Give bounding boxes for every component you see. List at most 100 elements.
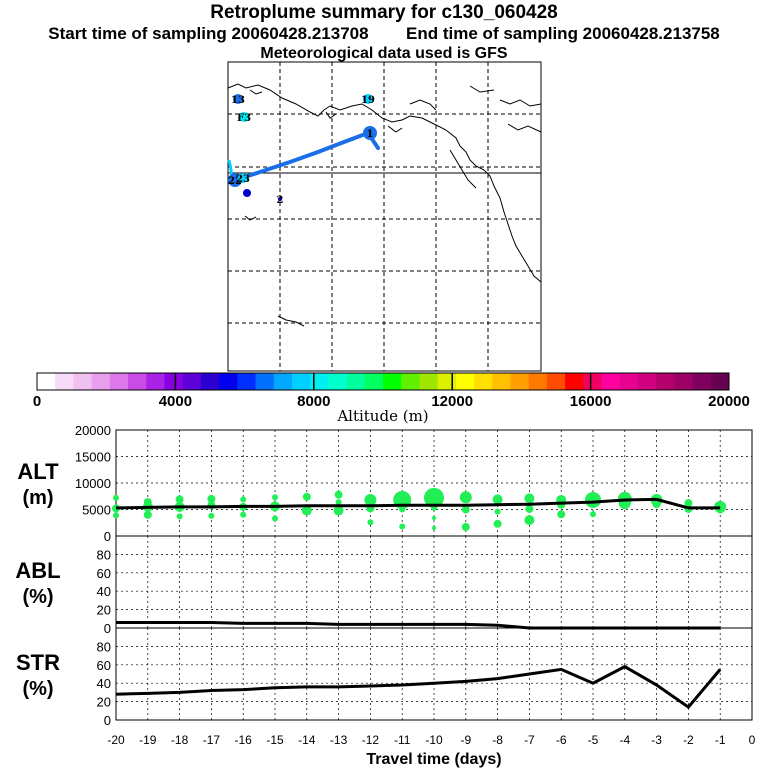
scatter-point [459,491,472,504]
colorbar-swatch [619,373,639,390]
scatter-point [432,515,436,520]
map-point-label: 1 [363,126,377,140]
scatter-point [494,508,501,515]
x-tick-label: -6 [556,733,567,747]
map-point-marker [278,197,282,201]
colorbar-swatch [401,373,420,390]
map-point-text: 23 [236,174,250,185]
colorbar-swatch [237,373,257,390]
y-tick-label: 20 [97,695,111,710]
x-tick-label: -9 [460,733,471,747]
scatter-point [524,515,535,526]
end-time-label: End time of sampling 20060428.213758 [406,24,720,43]
colorbar-swatch [91,373,111,390]
colorbar-swatch [437,373,457,390]
y-tick-label: 10000 [75,476,111,491]
chart-title: Retroplume summary for c130_060428 [210,2,558,23]
y-tick-label: 0 [104,713,111,728]
colorbar-tick-label: 16000 [570,393,612,410]
x-tick-label: -1 [715,733,726,747]
scatter-point [208,512,215,519]
colorbar-swatch [328,373,348,390]
colorbar-swatch [583,373,603,390]
series-line [116,620,721,630]
x-tick-label: -16 [235,733,253,747]
scatter-point [175,495,184,504]
scatter-point [367,519,374,526]
map-point-text: 22 [228,176,242,187]
y-tick-label: 20000 [75,423,111,438]
colorbar-swatch [182,373,202,390]
colorbar-swatch [255,373,275,390]
y-tick-label: 40 [97,584,111,599]
colorbar-swatch [710,373,730,390]
colorbar-tick-label: 4000 [159,393,192,410]
colorbar-swatch [200,373,220,390]
scatter-point [590,511,596,518]
colorbar-swatch [291,373,311,390]
y-axis-label: ALT [17,459,59,484]
x-tick-label: -18 [171,733,189,747]
colorbar-swatch [474,373,493,390]
colorbar-axis-label: Altitude (m) [336,407,428,425]
colorbar-swatch [637,373,657,390]
scatter-point [113,494,119,501]
x-tick-label: -5 [588,733,599,747]
coastlines [227,83,542,327]
scatter-point [207,494,216,503]
y-axis-label: ABL [15,558,60,583]
scatter-point [143,510,152,519]
colorbar-swatch [419,373,439,390]
panel-abl: 0 20 40 60 80 ABL (%) [15,535,753,636]
colorbar-tick-label: 12000 [431,393,473,410]
map-point-label: 13 [231,94,245,106]
map-point-label: F3 [237,112,251,124]
scatter-point [272,494,278,501]
x-tick-label: -7 [524,733,535,747]
scatter-point [301,505,312,516]
x-tick-label: -12 [362,733,380,747]
x-axis-label: Travel time (days) [366,751,501,768]
met-data-label: Meteorological data used is GFS [260,45,508,62]
colorbar-swatch [219,373,238,390]
colorbar-swatch [383,373,402,390]
colorbar-swatch [492,373,511,390]
y-axis-label: STR [16,650,60,675]
map-point-text: 1 [367,129,374,140]
scatter-point [461,522,470,531]
map-point-text: 13 [231,95,245,106]
map-point-marker [243,189,251,197]
colorbar-swatch [146,373,165,390]
start-time-label: Start time of sampling 20060428.213708 [48,24,369,43]
scatter-point [525,504,534,513]
x-tick-label: 0 [749,733,756,747]
y-tick-label: 60 [97,566,111,581]
map-point-marker [239,112,249,122]
colorbar-swatch [109,373,129,390]
colorbar-swatch [656,373,675,390]
series-line [115,664,722,710]
scatter-point [334,490,343,499]
colorbar-swatch [164,373,184,390]
map-point-label: 2 [277,195,284,206]
colorbar-swatch [364,373,384,390]
y-axis-label: (%) [22,586,53,608]
scatter-point [113,512,119,519]
scatter-point [302,492,311,501]
scatter-point [461,505,470,514]
y-tick-label: 20 [97,603,111,618]
scatter-point [364,493,377,506]
y-axis-label: (m) [22,487,53,509]
scatter-point [557,510,566,519]
colorbar-swatch [128,373,147,390]
colorbar-swatch [455,373,475,390]
colorbar-tick-label: 8000 [297,393,330,410]
map-point-marker [363,126,377,140]
colorbar-tick-label: 20000 [708,393,750,410]
panel-alt: 0 5000 10000 15000 20000 ALT (m) [17,423,753,544]
scatter-point [240,496,247,503]
colorbar-swatch [346,373,366,390]
colorbar-swatch [37,373,56,390]
x-tick-label: -15 [266,733,284,747]
